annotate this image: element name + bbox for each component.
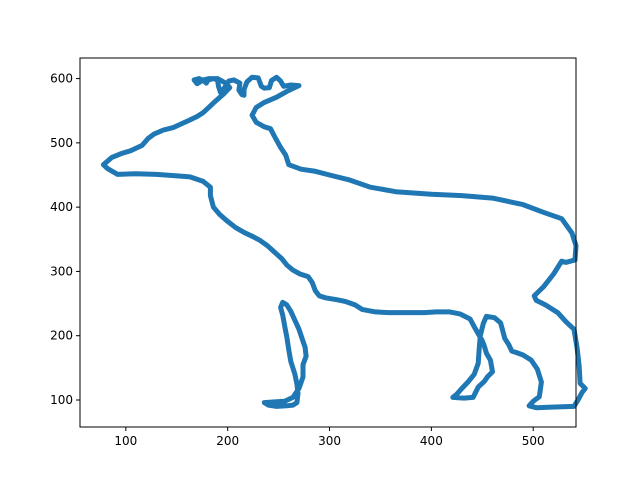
- axes-frame: [79, 57, 577, 428]
- y-tick-label: 100: [50, 393, 73, 407]
- x-axis: 100 200 300 400 500: [114, 427, 545, 448]
- x-tick-label: 200: [216, 434, 239, 448]
- series-outline-1: [261, 299, 309, 409]
- plot-series: [100, 74, 588, 411]
- x-tick-label: 400: [420, 434, 443, 448]
- y-tick-label: 500: [50, 136, 73, 150]
- series-outline-0: [100, 74, 588, 411]
- y-axis: 100 200 300 400 500 600: [50, 72, 80, 407]
- y-tick-label: 600: [50, 72, 73, 86]
- y-tick-label: 400: [50, 200, 73, 214]
- x-tick-label: 100: [114, 434, 137, 448]
- y-tick-label: 300: [50, 264, 73, 278]
- x-tick-label: 300: [318, 434, 341, 448]
- y-tick-label: 200: [50, 329, 73, 343]
- x-tick-label: 500: [522, 434, 545, 448]
